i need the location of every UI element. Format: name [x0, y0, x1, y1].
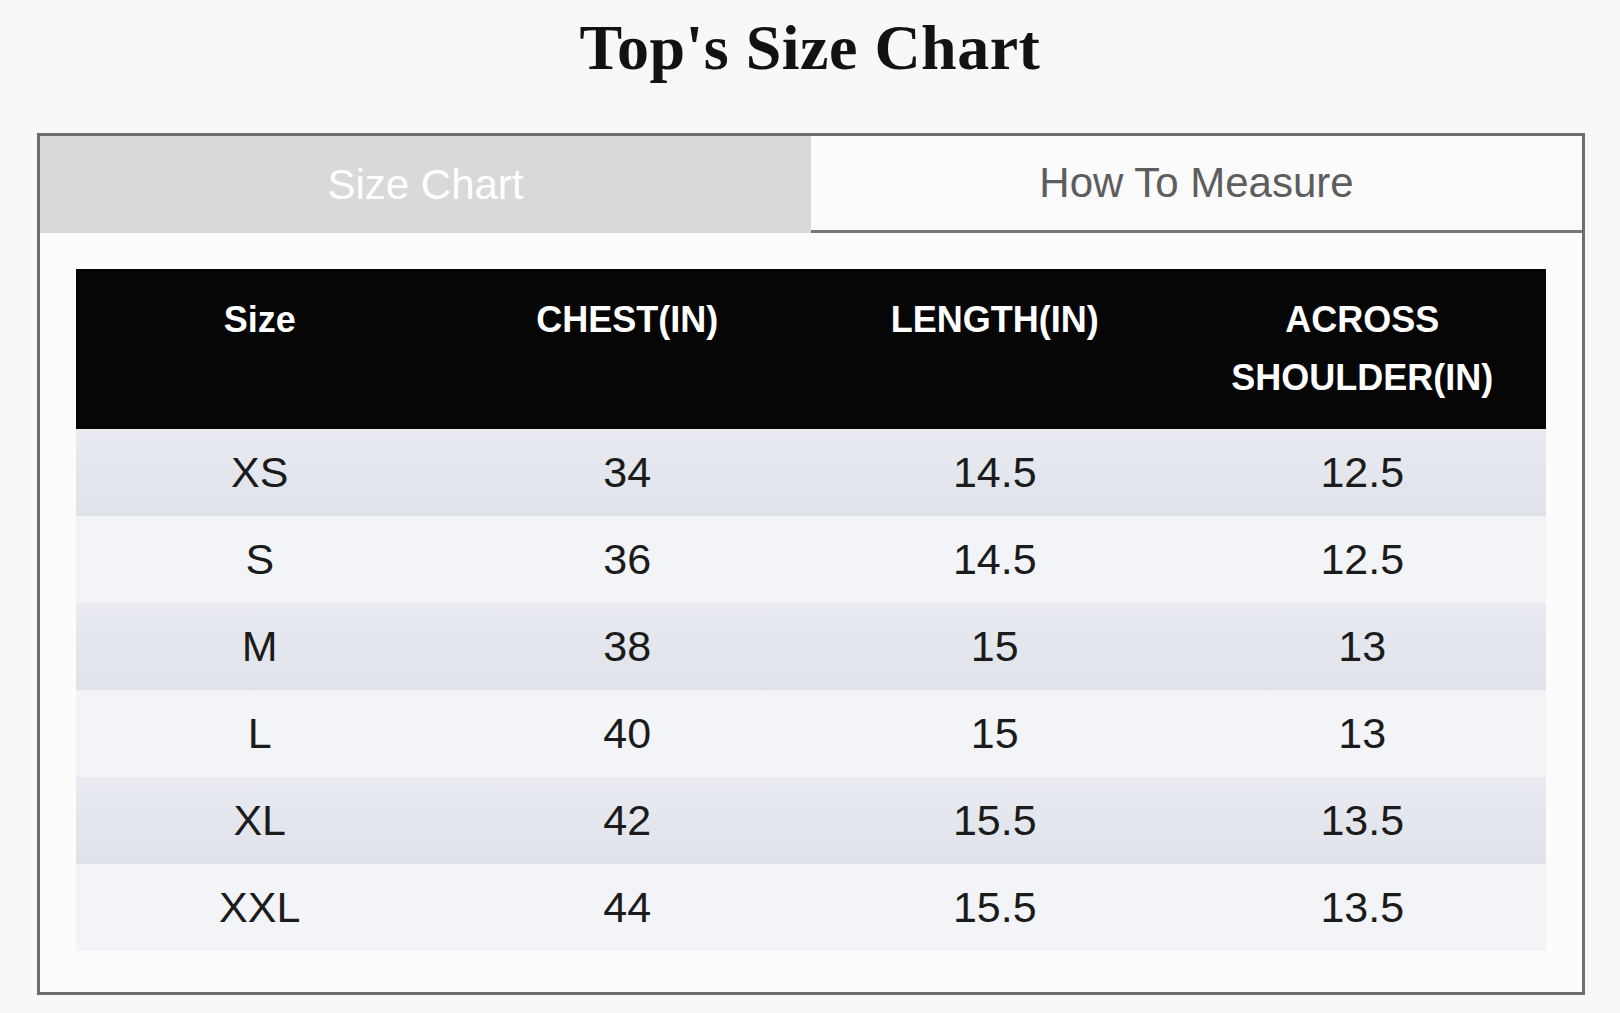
cell-across-shoulder: 13.5 — [1179, 864, 1547, 951]
column-header-length: LENGTH(IN) — [811, 269, 1179, 429]
cell-across-shoulder: 12.5 — [1179, 516, 1547, 603]
tab-size-chart-label: Size Chart — [327, 164, 523, 206]
table-row-xs: XS 34 14.5 12.5 — [76, 429, 1546, 516]
column-header-across-shoulder: ACROSS SHOULDER(IN) — [1179, 269, 1547, 429]
cell-size: XXL — [76, 864, 444, 951]
size-table: Size CHEST(IN) LENGTH(IN) ACROSS SHOULDE… — [76, 269, 1546, 951]
cell-chest: 44 — [444, 864, 812, 951]
table-row-s: S 36 14.5 12.5 — [76, 516, 1546, 603]
tab-size-chart[interactable]: Size Chart — [40, 136, 811, 233]
cell-length: 15.5 — [811, 864, 1179, 951]
page-title: Top's Size Chart — [0, 0, 1620, 84]
tab-bar: Size Chart How To Measure — [40, 136, 1582, 233]
cell-length: 14.5 — [811, 516, 1179, 603]
tab-how-to-measure[interactable]: How To Measure — [811, 136, 1582, 233]
cell-size: XL — [76, 777, 444, 864]
cell-chest: 40 — [444, 690, 812, 777]
table-row-xl: XL 42 15.5 13.5 — [76, 777, 1546, 864]
size-chart-panel: Size Chart How To Measure Size CHEST(IN)… — [37, 133, 1585, 995]
column-header-chest: CHEST(IN) — [444, 269, 812, 429]
cell-length: 14.5 — [811, 429, 1179, 516]
size-table-header-row: Size CHEST(IN) LENGTH(IN) ACROSS SHOULDE… — [76, 269, 1546, 429]
cell-chest: 34 — [444, 429, 812, 516]
table-row-xxl: XXL 44 15.5 13.5 — [76, 864, 1546, 951]
table-row-m: M 38 15 13 — [76, 603, 1546, 690]
cell-chest: 38 — [444, 603, 812, 690]
cell-across-shoulder: 13 — [1179, 603, 1547, 690]
column-header-size: Size — [76, 269, 444, 429]
cell-length: 15.5 — [811, 777, 1179, 864]
cell-size: M — [76, 603, 444, 690]
size-table-header: Size CHEST(IN) LENGTH(IN) ACROSS SHOULDE… — [76, 269, 1546, 429]
cell-chest: 36 — [444, 516, 812, 603]
table-row-l: L 40 15 13 — [76, 690, 1546, 777]
cell-across-shoulder: 13.5 — [1179, 777, 1547, 864]
cell-size: L — [76, 690, 444, 777]
cell-across-shoulder: 13 — [1179, 690, 1547, 777]
cell-size: XS — [76, 429, 444, 516]
tab-how-to-measure-label: How To Measure — [1039, 162, 1353, 204]
cell-length: 15 — [811, 690, 1179, 777]
cell-size: S — [76, 516, 444, 603]
size-chart-content: Size CHEST(IN) LENGTH(IN) ACROSS SHOULDE… — [40, 233, 1582, 991]
cell-across-shoulder: 12.5 — [1179, 429, 1547, 516]
cell-chest: 42 — [444, 777, 812, 864]
cell-length: 15 — [811, 603, 1179, 690]
size-table-body: XS 34 14.5 12.5 S 36 14.5 12.5 M 38 15 1… — [76, 429, 1546, 951]
